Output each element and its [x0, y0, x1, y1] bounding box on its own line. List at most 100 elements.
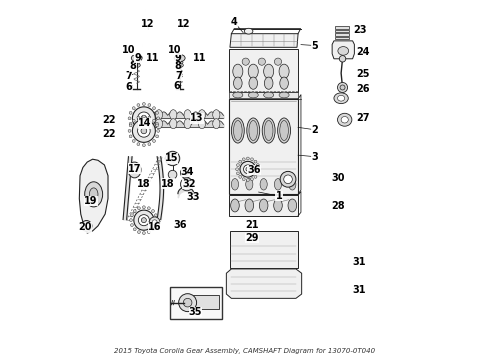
Ellipse shape [249, 121, 258, 140]
Text: 7: 7 [175, 71, 182, 81]
Text: 18: 18 [161, 179, 175, 189]
Ellipse shape [248, 64, 258, 78]
Ellipse shape [148, 104, 151, 107]
Ellipse shape [247, 118, 260, 143]
Text: 5: 5 [312, 41, 318, 50]
Ellipse shape [264, 92, 274, 98]
Ellipse shape [141, 116, 147, 121]
Ellipse shape [143, 115, 146, 118]
Text: 35: 35 [189, 307, 202, 317]
Text: 6: 6 [173, 81, 180, 91]
Ellipse shape [184, 181, 190, 187]
Ellipse shape [154, 214, 157, 217]
Ellipse shape [334, 93, 348, 104]
Text: 27: 27 [357, 113, 370, 123]
Text: 23: 23 [353, 25, 367, 35]
Ellipse shape [258, 58, 266, 65]
Text: 9: 9 [134, 53, 141, 63]
Ellipse shape [143, 103, 146, 105]
Ellipse shape [234, 77, 242, 89]
Text: 11: 11 [194, 53, 207, 63]
Ellipse shape [138, 215, 149, 226]
Text: 1: 1 [276, 191, 282, 201]
Ellipse shape [264, 64, 274, 78]
Ellipse shape [288, 199, 296, 212]
Ellipse shape [183, 170, 188, 175]
Ellipse shape [280, 77, 289, 89]
Text: 8: 8 [174, 61, 181, 71]
Ellipse shape [250, 178, 253, 181]
Ellipse shape [138, 207, 140, 210]
Ellipse shape [156, 122, 159, 125]
Ellipse shape [143, 131, 146, 134]
Ellipse shape [265, 121, 273, 140]
Ellipse shape [129, 111, 132, 114]
Ellipse shape [242, 58, 249, 65]
Ellipse shape [137, 116, 140, 119]
Ellipse shape [274, 58, 282, 65]
Ellipse shape [174, 54, 185, 62]
Text: 16: 16 [148, 222, 161, 232]
Ellipse shape [128, 162, 141, 178]
Ellipse shape [148, 130, 151, 133]
Ellipse shape [284, 175, 293, 184]
Ellipse shape [84, 223, 89, 229]
Ellipse shape [176, 60, 183, 64]
Text: 10: 10 [122, 45, 135, 55]
Bar [229, 99, 298, 194]
Ellipse shape [341, 117, 348, 123]
Text: 12: 12 [141, 19, 154, 30]
Ellipse shape [151, 228, 154, 231]
Text: 30: 30 [332, 173, 345, 183]
Text: 36: 36 [247, 165, 261, 175]
Ellipse shape [170, 110, 177, 120]
Ellipse shape [256, 172, 259, 175]
Ellipse shape [231, 199, 239, 212]
Polygon shape [230, 34, 298, 47]
Ellipse shape [85, 182, 102, 207]
Ellipse shape [280, 121, 289, 140]
Ellipse shape [237, 164, 239, 167]
Ellipse shape [237, 172, 239, 175]
Ellipse shape [155, 119, 163, 129]
Ellipse shape [81, 221, 92, 231]
Bar [229, 92, 298, 98]
Ellipse shape [233, 64, 243, 78]
Ellipse shape [138, 125, 150, 137]
Ellipse shape [133, 210, 136, 212]
Ellipse shape [340, 85, 345, 90]
Text: 17: 17 [128, 163, 141, 174]
Ellipse shape [254, 175, 257, 178]
Ellipse shape [132, 127, 135, 130]
Text: 22: 22 [103, 115, 116, 125]
Ellipse shape [256, 164, 259, 167]
Ellipse shape [243, 158, 245, 161]
Text: 4: 4 [231, 17, 238, 27]
Text: 20: 20 [79, 222, 92, 232]
Ellipse shape [132, 107, 135, 109]
Text: 7: 7 [125, 71, 132, 81]
Ellipse shape [239, 175, 242, 178]
Text: 2: 2 [312, 125, 318, 135]
Text: 18: 18 [137, 179, 151, 189]
Ellipse shape [244, 165, 252, 174]
Ellipse shape [168, 170, 177, 179]
Ellipse shape [169, 155, 176, 162]
Ellipse shape [198, 119, 205, 129]
Ellipse shape [257, 168, 260, 171]
Text: 34: 34 [181, 167, 195, 177]
Ellipse shape [180, 167, 191, 178]
Ellipse shape [152, 127, 155, 130]
Text: 2015 Toyota Corolla Gear Assembly, CAMSHAFT Diagram for 13070-0T040: 2015 Toyota Corolla Gear Assembly, CAMSH… [115, 348, 375, 354]
Ellipse shape [137, 104, 140, 107]
Bar [335, 26, 349, 29]
Ellipse shape [243, 178, 245, 181]
Ellipse shape [213, 110, 220, 120]
Ellipse shape [129, 219, 132, 222]
Bar [230, 231, 298, 268]
Polygon shape [79, 159, 108, 233]
Ellipse shape [152, 220, 157, 225]
Ellipse shape [129, 135, 132, 138]
Text: 33: 33 [186, 192, 200, 202]
Ellipse shape [152, 140, 155, 143]
